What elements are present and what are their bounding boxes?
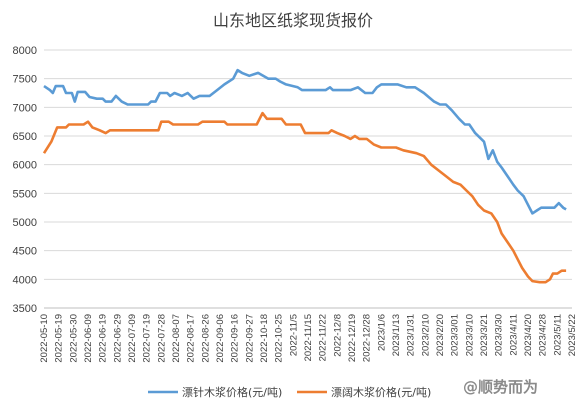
y-tick-label: 3500 [13, 303, 37, 315]
x-tick-label: 2022-06-09 [83, 314, 94, 363]
x-tick-label: 2023/3/10 [464, 314, 475, 356]
x-tick-label: 2022-05-30 [68, 314, 79, 363]
x-tick-label: 2022-12/19 [347, 314, 358, 362]
x-tick-label: 2022-05-10 [39, 314, 50, 363]
x-tick-label: 2022-07-19 [142, 314, 153, 363]
y-tick-label: 7500 [13, 74, 37, 86]
x-tick-label: 2022-07-28 [156, 314, 167, 363]
x-tick-label: 2022-10-18 [259, 314, 270, 363]
x-tick-label: 2023/4/28 [538, 314, 549, 356]
x-tick-label: 2023/1/6 [376, 314, 387, 351]
x-tick-label: 2023/1/13 [391, 314, 402, 356]
x-tick-label: 2022-08-17 [186, 314, 197, 363]
legend-label: 漂阔木浆价格(元/吨) [331, 385, 431, 399]
chart-title: 山东地区纸浆现货报价 [213, 11, 373, 30]
series-lines [42, 68, 567, 284]
x-tick-label: 2022-08-07 [171, 314, 182, 363]
x-axis-ticks: 2022-05-10 2022-05-19 2022-05-30 2022-06-09… [39, 314, 578, 363]
gridlines [44, 49, 572, 280]
x-tick-label: 2022-09-27 [244, 314, 255, 363]
y-tick-label: 6500 [13, 131, 37, 143]
series-line-2 [42, 111, 567, 284]
y-tick-label: 8000 [13, 45, 37, 57]
watermark: @顺势而为 [463, 378, 538, 396]
x-tick-label: 2023/3/30 [494, 314, 505, 356]
x-tick-label: 2022-11/22 [318, 314, 329, 361]
y-tick-label: 7000 [13, 102, 37, 114]
legend-label: 漂针木浆价格(元/吨) [182, 385, 282, 399]
x-tick-label: 2022-09-16 [230, 314, 241, 363]
x-tick-label: 2023/2/10 [420, 314, 431, 356]
x-tick-label: 2022-08-26 [200, 314, 211, 363]
x-tick-label: 2022-12/8 [332, 314, 343, 357]
x-tick-label: 2022-12/28 [362, 314, 373, 362]
x-tick-label: 2023/5/22 [567, 314, 578, 356]
x-tick-label: 2022-09-06 [215, 314, 226, 363]
x-tick-label: 2023/4/11 [508, 314, 519, 356]
y-axis-ticks: 3500 4000 4500 5000 5500 6000 6500 7000 7500 8000 [13, 45, 37, 315]
x-tick-label: 2022-11/5 [288, 314, 299, 356]
x-tick-label: 2023/2/20 [435, 314, 446, 356]
y-tick-label: 6000 [13, 160, 37, 172]
x-tick-label: 2022-07-09 [127, 314, 138, 363]
x-tick-label: 2023/1/31 [406, 314, 417, 356]
x-tick-label: 2022-06-19 [98, 314, 109, 363]
x-tick-label: 2023/3/01 [450, 314, 461, 356]
x-tick-label: 2023/3/21 [479, 314, 490, 356]
x-tick-label: 2022-05-19 [54, 314, 65, 363]
x-tick-label: 2023/5/11 [552, 314, 563, 356]
x-tick-label: 2023/4/20 [523, 314, 534, 356]
x-tick-label: 2022-06-29 [112, 314, 123, 363]
y-tick-label: 4500 [13, 246, 37, 258]
y-tick-label: 4000 [13, 274, 37, 286]
y-tick-label: 5500 [13, 188, 37, 200]
legend: 漂针木浆价格(元/吨) 漂阔木浆价格(元/吨) [148, 385, 431, 399]
x-tick-label: 2022-11/15 [303, 314, 314, 361]
x-tick-label: 2022-10-25 [274, 314, 285, 363]
y-tick-label: 5000 [13, 217, 37, 229]
series-line-1 [43, 68, 567, 215]
